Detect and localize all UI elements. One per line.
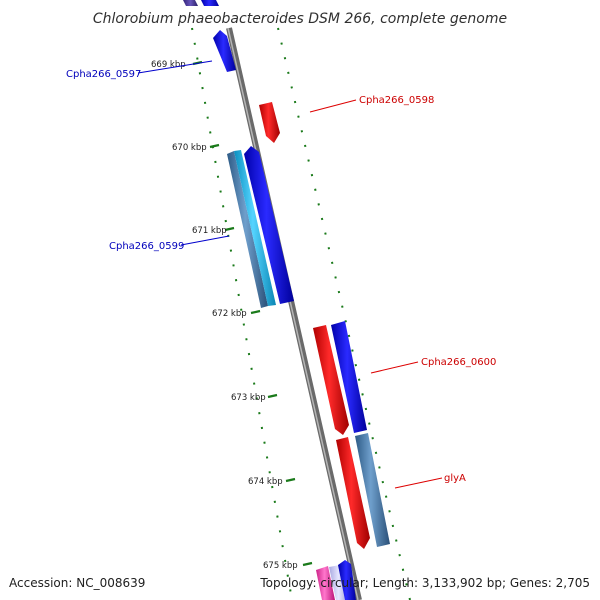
tick-label: 670 kbp [172, 143, 207, 153]
gene-cpha266-0599[interactable] [227, 151, 268, 308]
tick-mark [209, 143, 220, 149]
tick-label: 669 kbp [151, 60, 186, 70]
backbone [226, 27, 362, 600]
gene-glyA[interactable] [336, 437, 370, 549]
map-title: Chlorobium phaeobacteroides DSM 266, com… [93, 11, 507, 27]
outer-tick-track [277, 27, 411, 600]
tick-label: 674 kbp [248, 477, 283, 487]
accession-text: Accession: NC_008639 [9, 576, 145, 590]
tick-mark [224, 226, 235, 232]
gene-feature-partial[interactable] [183, 0, 198, 6]
label-glyA[interactable]: glyA [444, 473, 466, 484]
gene-cpha266-0600[interactable] [331, 321, 367, 433]
tick-label: 675 kbp [263, 561, 298, 571]
leader-cpha266-0600 [370, 361, 419, 374]
gene-cpha266-0597[interactable] [213, 30, 236, 72]
gene-cyan-feature[interactable] [234, 150, 276, 306]
tick-mark [250, 309, 261, 315]
gene-features [183, 0, 390, 600]
gene-feature-partial[interactable] [316, 566, 335, 600]
label-cpha266-0599[interactable]: Cpha266_0599 [109, 241, 184, 252]
tick-mark [267, 393, 278, 399]
gene-feature-partial[interactable] [201, 0, 219, 6]
tick-label: 673 kbp [231, 393, 266, 403]
leader-glyA [394, 477, 443, 489]
tick-label: 671 kbp [192, 226, 227, 236]
gene-feature-partial[interactable] [338, 560, 356, 600]
kbp-tick-labels: 669 kbp 670 kbp 671 kbp 672 kbp 673 kbp … [151, 60, 298, 571]
tick-label: 672 kbp [212, 309, 247, 319]
gene-cpha266-0598[interactable] [259, 102, 280, 143]
tick-mark [285, 477, 296, 483]
label-cpha266-0597[interactable]: Cpha266_0597 [66, 69, 141, 80]
label-cpha266-0600[interactable]: Cpha266_0600 [421, 357, 496, 368]
gene-steel-feature[interactable] [355, 433, 390, 547]
label-cpha266-0598[interactable]: Cpha266_0598 [359, 95, 434, 106]
leader-cpha266-0598 [309, 99, 357, 113]
leader-cpha266-0599 [180, 235, 230, 246]
gene-label-leaders [137, 60, 443, 489]
gene-blue-feature[interactable] [244, 146, 294, 304]
kbp-ticks [192, 60, 313, 567]
leader-cpha266-0597 [137, 60, 213, 74]
tick-mark [302, 561, 313, 567]
gene-red-feature[interactable] [313, 325, 349, 435]
topology-text: Topology: circular; Length: 3,133,902 bp… [259, 576, 590, 590]
backbone-highlight [227, 27, 359, 600]
